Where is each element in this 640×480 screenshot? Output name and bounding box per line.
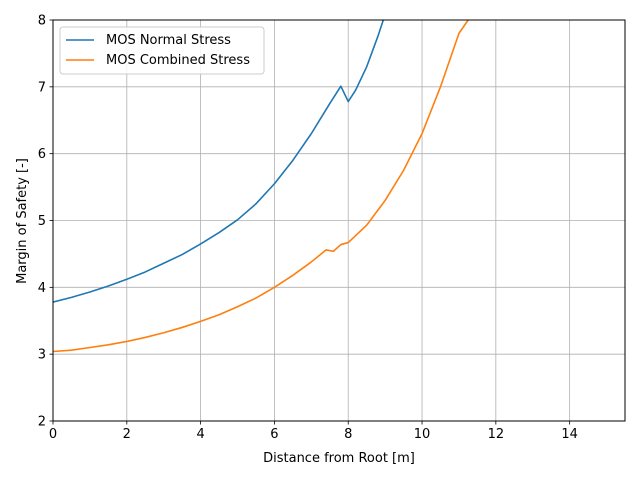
legend-label-normal-stress: MOS Normal Stress bbox=[106, 33, 231, 48]
y-axis-label: Margin of Safety [-] bbox=[15, 158, 30, 284]
y-tick-label: 2 bbox=[38, 415, 46, 430]
legend-box bbox=[59, 26, 265, 75]
x-tick-label: 4 bbox=[196, 427, 204, 442]
y-tick-label: 7 bbox=[38, 80, 46, 95]
x-tick-label: 6 bbox=[270, 427, 278, 442]
legend-label-combined-stress: MOS Combined Stress bbox=[106, 53, 250, 68]
x-axis-label: Distance from Root [m] bbox=[263, 451, 415, 466]
y-tick-label: 3 bbox=[38, 348, 46, 363]
y-tick-label: 6 bbox=[38, 147, 46, 162]
x-tick-label: 2 bbox=[123, 427, 131, 442]
x-tick-label: 10 bbox=[414, 427, 431, 442]
series-lines bbox=[53, 20, 469, 353]
series-line-combined-stress bbox=[53, 20, 469, 353]
x-tick-label: 14 bbox=[561, 427, 578, 442]
y-tick-label: 5 bbox=[38, 214, 46, 229]
x-tick-label: 0 bbox=[49, 427, 57, 442]
y-tick-label: 8 bbox=[38, 14, 46, 29]
series-line-normal-stress bbox=[53, 20, 385, 303]
y-tick-label: 4 bbox=[38, 281, 46, 296]
x-tick-label: 12 bbox=[488, 427, 505, 442]
x-tick-label: 8 bbox=[344, 427, 352, 442]
legend: MOS Normal Stress MOS Combined Stress bbox=[59, 26, 265, 75]
